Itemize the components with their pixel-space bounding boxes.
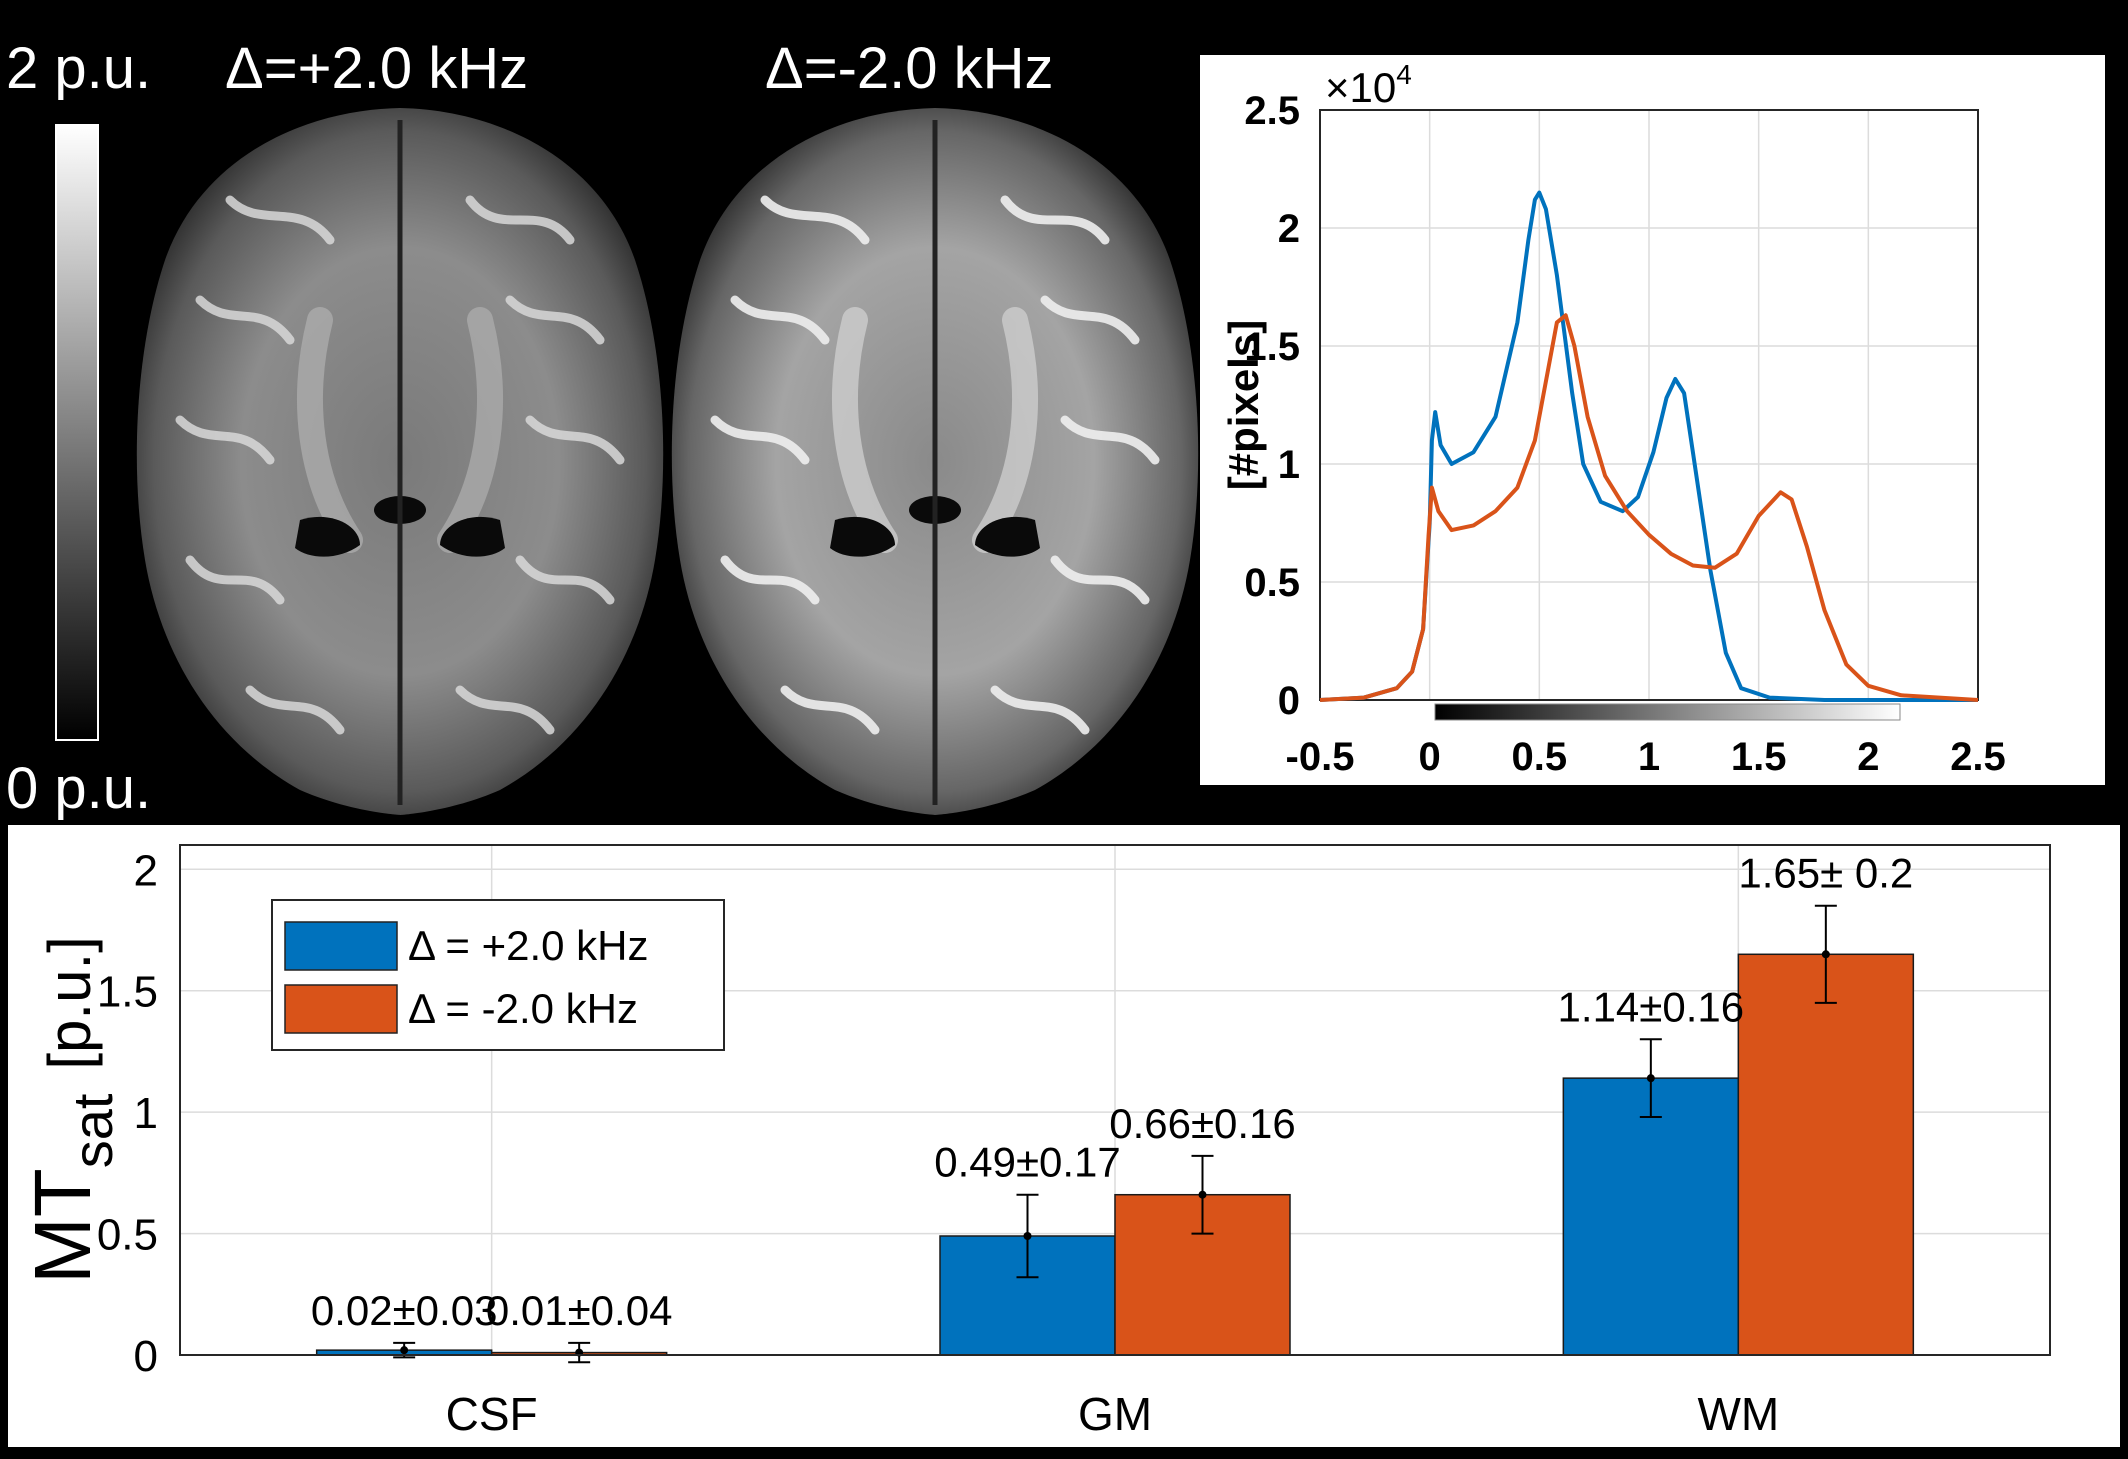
bar-chart-y-ticks: 0 0.5 1 1.5 2 (97, 846, 158, 1381)
colorbar-top-label: 2 p.u. (6, 36, 151, 101)
bar-chart-value-labels: 0.02±0.03 0.49±0.17 1.14±0.16 0.01±0.04 0.66… (311, 850, 1913, 1334)
legend-swatch-plus (284, 921, 398, 971)
bar-chart-category-label: WM (1697, 1388, 1779, 1440)
histogram-y-label: [#pixels] (1220, 320, 1267, 490)
histogram-y-tick-label: 2 (1278, 207, 1300, 251)
histogram-y-tick-label: 1.5 (1244, 325, 1300, 369)
histogram-axes-box (1319, 109, 1979, 701)
histogram-x-tick-label: -0.5 (1286, 735, 1355, 779)
histogram-x-tick-label: 1 (1638, 735, 1660, 779)
bar-mean-marker (1198, 1190, 1207, 1199)
bar-value-label: 0.66±0.16 (1109, 1100, 1296, 1147)
histogram-y-tick-label: 2.5 (1244, 89, 1300, 133)
bar-chart-y-tick-label: 1 (134, 1089, 158, 1138)
bar-value-label: 0.02±0.03 (311, 1287, 498, 1334)
bar-chart-y-tick-label: 0 (134, 1332, 158, 1381)
bar-mean-marker (1023, 1232, 1032, 1240)
histogram-x-tick-label: 2 (1857, 735, 1879, 779)
brain-map-right-image (671, 108, 1199, 815)
bar-wm-series-1 (1737, 953, 1915, 1356)
right-map-title: Δ=-2.0 kHz (765, 36, 1054, 101)
bar-chart-x-ticks: CSF GM WM (446, 1388, 1780, 1440)
bar-chart-y-label: MTsat[p.u.] (18, 936, 124, 1284)
histogram-x-tick-label: 1.5 (1731, 735, 1787, 779)
bar-chart-y-tick-label: 0.5 (97, 1211, 158, 1260)
histogram-series-line-1 (1319, 313, 1979, 702)
bar-chart-panel: 0 0.5 1 1.5 2 CSF GM WM 0.02±0.03 0.49±0.17 1.14… (8, 825, 2120, 1447)
colorbar-gradient (55, 124, 99, 741)
histogram-x-tick-label: 0 (1419, 735, 1441, 779)
legend-swatch-minus (284, 984, 398, 1034)
bar-chart-category-label: CSF (446, 1388, 538, 1440)
histogram-x-tick-label: 0.5 (1512, 735, 1568, 779)
bar-mean-marker (1646, 1074, 1655, 1083)
colorbar: 2 p.u. 0 p.u. (6, 36, 151, 821)
bar-chart-bars (315, 904, 1915, 1364)
histogram-panel: -0.5 0 0.5 1 1.5 2 2.5 0 0.5 1 1.5 2 2.5 ×104 [#pix… (1200, 55, 2105, 785)
bar-value-label: 1.65± 0.2 (1738, 850, 1913, 897)
histogram-lines (1319, 190, 1979, 702)
bar-mean-marker (1821, 950, 1830, 959)
histogram-y-ticks: 0 0.5 1 1.5 2 2.5 (1244, 89, 1300, 723)
colorbar-bottom-label: 0 p.u. (6, 756, 151, 821)
histogram-y-tick-label: 0.5 (1244, 561, 1300, 605)
left-map-title: Δ=+2.0 kHz (225, 36, 528, 101)
bar-chart-category-label: GM (1078, 1388, 1152, 1440)
histogram-background (1200, 55, 2105, 785)
brain-map-left-image (136, 108, 664, 815)
bar-value-label: 0.49±0.17 (934, 1139, 1121, 1186)
histogram-y-tick-label: 0 (1278, 679, 1300, 723)
histogram-x-ticks: -0.5 0 0.5 1 1.5 2 2.5 (1286, 735, 2006, 779)
bar-value-label: 1.14±0.16 (1558, 983, 1745, 1030)
bar-chart-legend: Δ = +2.0 kHz Δ = -2.0 kHz (271, 899, 725, 1051)
histogram-x-tick-label: 2.5 (1950, 735, 2006, 779)
legend-label-plus: Δ = +2.0 kHz (408, 922, 649, 969)
histogram-colorbar (1434, 703, 1901, 721)
bar-chart-axes-box (179, 844, 2051, 1356)
histogram-exponent-power: 4 (1396, 59, 1412, 90)
histogram-y-tick-label: 1 (1278, 443, 1300, 487)
bar-value-label: 0.01±0.04 (486, 1287, 673, 1334)
legend-label-minus: Δ = -2.0 kHz (408, 985, 638, 1032)
histogram-exponent: ×104 (1325, 59, 1412, 111)
histogram-series-line-0 (1319, 190, 1978, 702)
bar-chart-y-tick-label: 1.5 (97, 968, 158, 1017)
bar-chart-y-tick-label: 2 (134, 846, 158, 895)
bar-wm-series-0 (1562, 1077, 1740, 1356)
bar-mean-marker (400, 1346, 409, 1355)
